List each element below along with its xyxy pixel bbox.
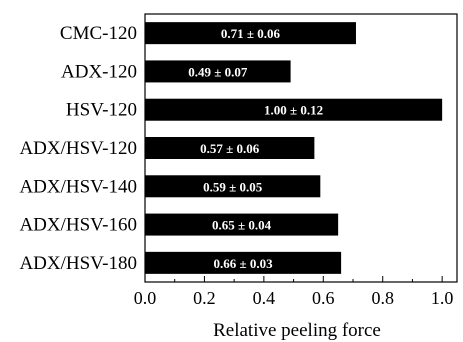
x-tick-label: 1.0	[431, 288, 454, 308]
category-label: HSV-120	[66, 100, 137, 121]
bar-value-label: 0.65 ± 0.04	[212, 218, 272, 233]
bar-value-label: 0.71 ± 0.06	[221, 26, 281, 41]
category-label: ADX/HSV-180	[19, 253, 137, 274]
x-axis-title: Relative peeling force	[213, 320, 381, 341]
category-label: ADX-120	[61, 61, 137, 82]
bar	[145, 98, 443, 121]
x-tick-label: 0.6	[312, 288, 335, 308]
category-label: ADX/HSV-140	[19, 176, 137, 197]
bar	[145, 213, 339, 236]
category-label: CMC-120	[60, 23, 137, 44]
bar	[145, 137, 315, 159]
bar-value-label: 0.49 ± 0.07	[188, 64, 248, 79]
bar	[145, 22, 356, 45]
x-tick-label: 0.2	[193, 288, 216, 308]
category-label: ADX/HSV-120	[19, 138, 137, 159]
bar-value-label: 1.00 ± 0.12	[264, 103, 323, 118]
x-tick-label: 0.4	[253, 288, 276, 308]
x-tick-label: 0.8	[371, 288, 394, 308]
bar	[145, 60, 291, 83]
bar-value-label: 0.66 ± 0.03	[213, 256, 273, 271]
bar-value-label: 0.57 ± 0.06	[200, 141, 260, 156]
category-label: ADX/HSV-160	[19, 215, 137, 236]
plot-area: CMC-120 0.71 ± 0.06 ADX-120 0.49 ± 0.07 HSV-…	[19, 13, 458, 308]
bar	[145, 251, 342, 274]
bar-value-label: 0.59 ± 0.05	[203, 179, 263, 194]
x-tick-label: 0.0	[134, 288, 157, 308]
bar	[145, 175, 321, 198]
